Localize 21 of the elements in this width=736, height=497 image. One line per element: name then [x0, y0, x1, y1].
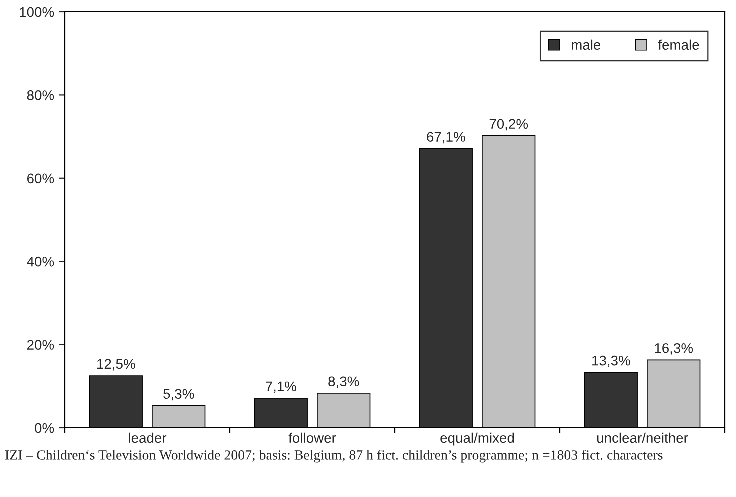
x-tick-label: unclear/neither — [597, 432, 688, 444]
data-label: 7,1% — [266, 382, 296, 394]
data-label: 13,3% — [592, 356, 630, 368]
data-label: 12,5% — [98, 359, 136, 371]
x-tick-label: equal/mixed — [440, 432, 514, 446]
x-tick-label: leader — [129, 432, 167, 444]
data-label: 5,3% — [164, 389, 194, 401]
data-label: 67,1% — [427, 132, 466, 144]
y-tick-label: 20% — [27, 340, 54, 350]
y-tick-label: 60% — [27, 174, 54, 184]
y-tick-label: 80% — [27, 90, 54, 100]
data-label: 8,3% — [328, 376, 360, 388]
legend-label: female — [658, 40, 700, 50]
y-tick-label: 100% — [20, 7, 54, 18]
legend-label: male — [572, 40, 601, 50]
y-tick-label: 0% — [35, 423, 54, 434]
text: IZI – Children‘s Television Worldwide 2007; basis: Belgium, 87 h fict. children’s programme; n =1803 fict. characters — [6, 450, 663, 463]
y-tick-label: 40% — [27, 256, 54, 267]
data-label: 70,2% — [490, 119, 528, 131]
x-tick-label: follower — [288, 432, 336, 444]
data-label: 16,3% — [655, 343, 694, 355]
